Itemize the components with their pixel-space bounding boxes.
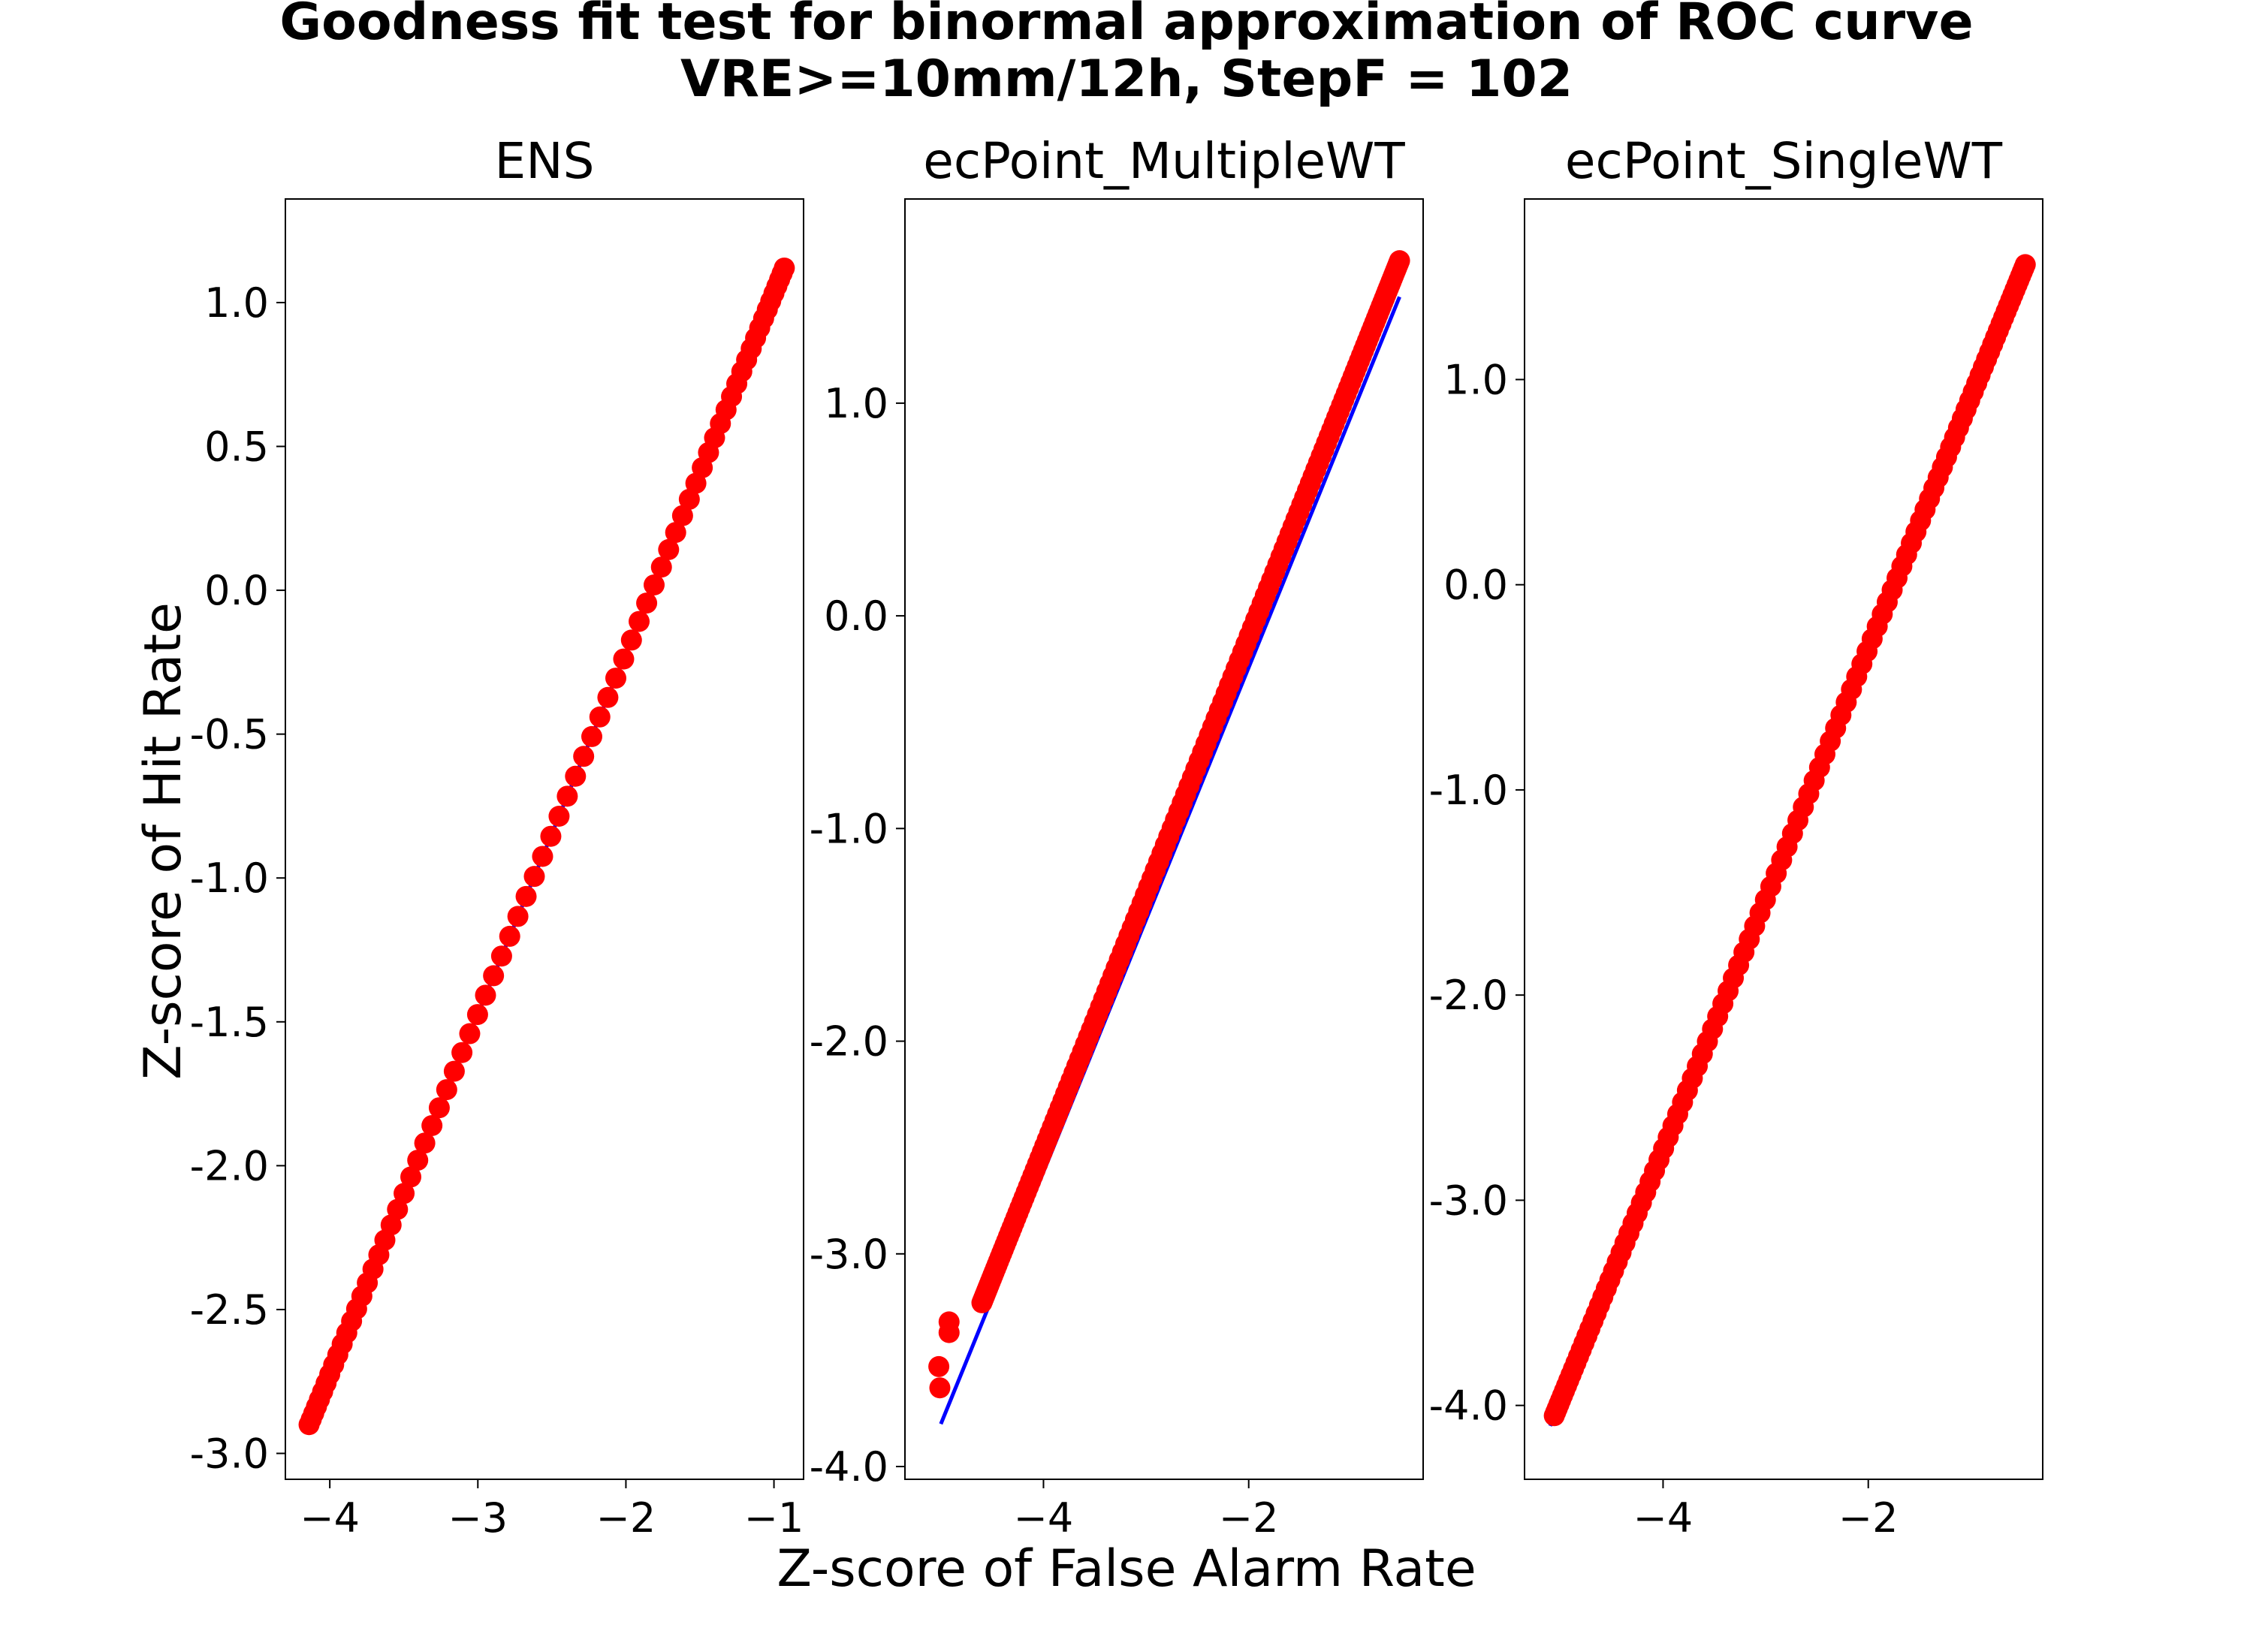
data-point: [548, 806, 570, 828]
panels: ENS −4 −3 −2 −1 -3.0 -2.5 -2.0 -1.5 -1.0 -0.5 0.0 0.…: [190, 132, 2043, 1542]
data-point: [407, 1150, 429, 1171]
data-point: [589, 706, 611, 728]
panel-3: ecPoint_SingleWT −4 −2 -4.0 -3.0 -2.0 -1.0 0.0 1…: [1429, 132, 2043, 1542]
panel-title: ecPoint_MultipleWT: [923, 132, 1405, 190]
data-point: [490, 945, 512, 967]
y-tick-label: -2.0: [1429, 972, 1508, 1019]
data-point: [1389, 250, 1410, 272]
y-tick-label: 1.0: [824, 380, 888, 427]
y-tick-label: 0.0: [1443, 562, 1508, 609]
plot-frame: [285, 198, 804, 1480]
data-point: [665, 522, 686, 544]
y-tick-label: -3.0: [1429, 1177, 1508, 1224]
data-point: [475, 984, 496, 1006]
y-tick-label: -3.0: [810, 1231, 888, 1278]
data-point: [2014, 254, 2036, 276]
panel-1: ENS −4 −3 −2 −1 -3.0 -2.5 -2.0 -1.5 -1.0 -0.5 0.0 0.…: [190, 132, 804, 1542]
data-point: [515, 885, 537, 907]
y-tick-label: 0.0: [204, 567, 269, 614]
data-point: [597, 686, 619, 708]
y-tick-label: -4.0: [1429, 1382, 1508, 1430]
data-point: [928, 1355, 950, 1377]
data-point: [387, 1198, 409, 1220]
data-point: [650, 556, 672, 578]
x-tick-label: −2: [1219, 1494, 1279, 1542]
data-point: [605, 668, 626, 689]
data-point: [556, 785, 578, 807]
y-tick-label: -1.5: [190, 999, 269, 1046]
y-tick-label: -0.5: [190, 711, 269, 758]
y-tick-label: -1.0: [810, 805, 888, 852]
data-point: [629, 610, 650, 632]
x-tick-label: −4: [1014, 1494, 1074, 1542]
x-tick-label: −2: [596, 1494, 656, 1542]
y-axis-label: Z-score of Hit Rate: [134, 602, 193, 1080]
plot-frame: [904, 198, 1424, 1480]
data-point: [671, 505, 693, 526]
y-tick-label: -1.0: [1429, 767, 1508, 814]
data-point: [451, 1042, 473, 1063]
y-tick-label: -2.0: [190, 1142, 269, 1189]
y-tick-label: -4.0: [810, 1443, 888, 1491]
data-point: [938, 1322, 960, 1343]
data-point: [466, 1004, 488, 1026]
data-point: [658, 538, 680, 560]
data-point: [499, 925, 520, 947]
data-point: [507, 906, 529, 927]
data-point: [636, 592, 658, 614]
panel-title: ENS: [495, 132, 595, 190]
data-point: [394, 1183, 415, 1204]
data-point: [929, 1377, 951, 1399]
x-tick-label: −2: [1838, 1494, 1899, 1542]
data-point: [483, 965, 505, 987]
data-point: [620, 629, 642, 651]
y-tick-label: -3.0: [190, 1430, 269, 1478]
y-tick-label: -2.5: [190, 1286, 269, 1334]
data-point: [523, 866, 545, 888]
figure-subtitle: VRE>=10mm/12h, StepF = 102: [680, 50, 1573, 109]
y-tick-label: -1.0: [190, 855, 269, 902]
data-point: [428, 1097, 450, 1119]
data-point: [459, 1023, 481, 1045]
x-tick-label: −3: [448, 1494, 508, 1542]
data-point: [443, 1060, 465, 1082]
figure-title: Goodness fit test for binormal approxima…: [279, 0, 1973, 52]
data-point: [540, 825, 562, 847]
data-point: [414, 1132, 436, 1154]
y-tick-label: 0.0: [824, 592, 888, 640]
x-axis-label: Z-score of False Alarm Rate: [777, 1539, 1476, 1599]
data-point: [565, 765, 587, 787]
x-tick-label: −4: [300, 1494, 360, 1542]
data-point: [532, 846, 553, 867]
data-point: [436, 1079, 457, 1101]
x-tick-label: −1: [744, 1494, 804, 1542]
data-point: [573, 746, 595, 767]
y-tick-label: 0.5: [204, 424, 269, 471]
plot-frame: [1524, 198, 2043, 1480]
data-point: [643, 574, 665, 595]
panel-title: ecPoint_SingleWT: [1565, 132, 2003, 190]
data-point: [678, 488, 700, 510]
y-tick-label: 1.0: [204, 279, 269, 327]
data-point: [613, 648, 635, 670]
data-point: [581, 725, 603, 747]
x-tick-label: −4: [1633, 1494, 1694, 1542]
panel-2: ecPoint_MultipleWT −4 −2 -4.0 -3.0 -2.0 -1.0 0.…: [810, 132, 1424, 1542]
data-point: [400, 1166, 422, 1188]
data-point: [774, 257, 795, 279]
y-tick-label: 1.0: [1443, 356, 1508, 403]
y-tick-label: -2.0: [810, 1018, 888, 1066]
data-point: [421, 1114, 443, 1136]
